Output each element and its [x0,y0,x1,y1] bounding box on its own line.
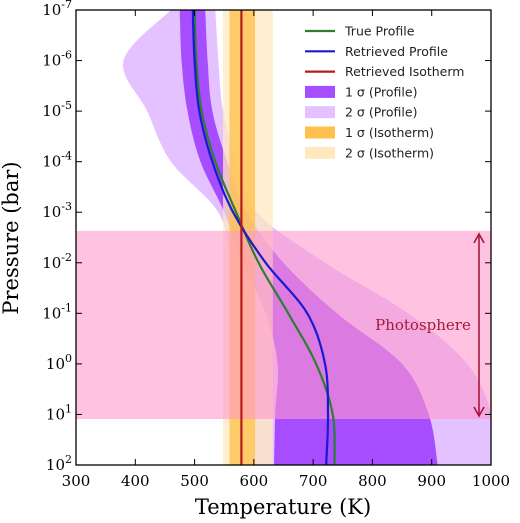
x-tick-label: 1000 [472,472,510,490]
legend-item: 2 σ (Isotherm) [305,145,434,160]
legend-patch-swatch [305,146,335,159]
legend-label: True Profile [344,24,415,39]
legend-label: 2 σ (Profile) [345,105,417,120]
photosphere-label: Photosphere [375,316,471,334]
legend-item: 1 σ (Isotherm) [305,125,434,140]
plot-frame [75,9,492,466]
y-tick-label: 10-3 [42,200,72,221]
photosphere-annotation: Photosphere [375,232,485,418]
y-tick-label: 10-1 [42,301,72,322]
legend-patch-swatch [305,106,335,119]
x-axis-ticks: 300 400 500 600 700 800 900 1000 [62,10,510,490]
legend-label: 1 σ (Isotherm) [345,125,434,140]
y-tick-label: 102 [46,453,72,474]
legend-label: 2 σ (Isotherm) [345,145,434,160]
legend-item: 2 σ (Profile) [305,105,417,120]
x-tick-label: 700 [299,472,328,490]
x-tick-label: 500 [180,472,209,490]
legend-label: Retrieved Isotherm [345,64,464,79]
legend-label: Retrieved Profile [345,44,448,59]
legend-patch-swatch [305,126,335,139]
y-axis-ticks: 10-7 10-6 10-5 10-4 10-3 10-2 10-1 100 101 102 [42,0,491,474]
y-tick-label: 10-5 [42,99,72,120]
photosphere-arrow-head-top [473,232,485,244]
y-tick-label: 101 [46,402,72,423]
photosphere-band [76,230,491,419]
x-tick-label: 800 [358,472,387,490]
legend-patch-swatch [305,85,335,98]
y-tick-label: 10-2 [42,251,72,272]
legend-item: True Profile [305,24,415,39]
legend: True Profile Retrieved Profile Retrieved I… [305,24,464,160]
x-tick-label: 300 [62,472,91,490]
x-tick-label: 400 [121,472,150,490]
legend-item: Retrieved Profile [305,44,448,59]
plot-area [76,10,491,465]
photosphere-arrow-head-bottom [473,406,485,418]
legend-label: 1 σ (Profile) [345,84,417,99]
y-tick-label: 10-7 [42,0,72,19]
retrieved-profile-line [191,10,330,465]
legend-item: Retrieved Isotherm [305,64,464,79]
y-axis-title: Pressure (bar) [0,161,23,314]
y-tick-label: 100 [46,352,72,373]
y-tick-label: 10-6 [42,49,72,70]
x-axis-title: Temperature (K) [195,495,371,519]
y-tick-label: 10-4 [42,150,72,171]
x-tick-label: 900 [417,472,446,490]
legend-item: 1 σ (Profile) [305,84,417,99]
x-tick-label: 600 [240,472,269,490]
